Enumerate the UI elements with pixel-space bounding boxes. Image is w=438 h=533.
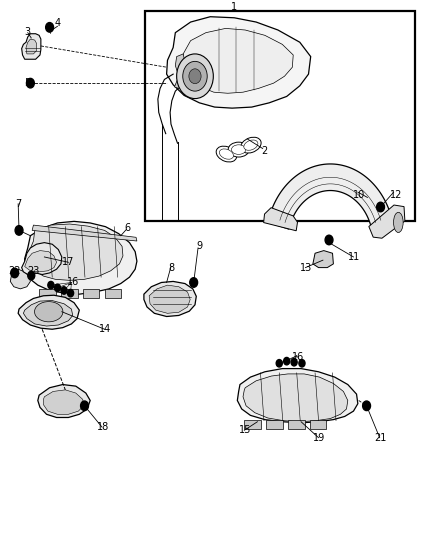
Text: 22: 22 bbox=[8, 266, 21, 276]
Polygon shape bbox=[26, 39, 36, 54]
Circle shape bbox=[276, 360, 283, 367]
Bar bbox=[83, 289, 99, 298]
Polygon shape bbox=[369, 205, 405, 238]
Circle shape bbox=[299, 360, 305, 367]
Ellipse shape bbox=[240, 137, 261, 153]
Text: 21: 21 bbox=[374, 433, 387, 443]
Circle shape bbox=[54, 284, 60, 292]
Circle shape bbox=[284, 358, 290, 365]
Text: 16: 16 bbox=[67, 278, 79, 287]
Polygon shape bbox=[149, 285, 190, 313]
Polygon shape bbox=[264, 208, 297, 231]
Circle shape bbox=[81, 401, 88, 410]
Polygon shape bbox=[18, 295, 79, 329]
Bar bbox=[244, 420, 261, 429]
Circle shape bbox=[48, 281, 54, 289]
Polygon shape bbox=[43, 390, 84, 414]
Circle shape bbox=[189, 69, 201, 84]
Polygon shape bbox=[38, 384, 90, 417]
Text: 1: 1 bbox=[231, 2, 237, 12]
Polygon shape bbox=[313, 251, 333, 268]
Text: 23: 23 bbox=[27, 266, 39, 276]
Polygon shape bbox=[268, 164, 393, 229]
Polygon shape bbox=[144, 281, 196, 317]
Polygon shape bbox=[237, 369, 358, 423]
Circle shape bbox=[67, 289, 74, 297]
Polygon shape bbox=[174, 54, 185, 88]
Text: 8: 8 bbox=[168, 263, 174, 273]
Text: 5: 5 bbox=[24, 78, 30, 88]
Polygon shape bbox=[23, 301, 73, 326]
Text: 6: 6 bbox=[124, 223, 131, 233]
Polygon shape bbox=[25, 221, 137, 294]
Polygon shape bbox=[21, 243, 62, 274]
Text: 19: 19 bbox=[313, 433, 325, 443]
Bar bbox=[39, 289, 56, 298]
Text: 17: 17 bbox=[62, 257, 74, 267]
Polygon shape bbox=[29, 224, 123, 280]
Bar bbox=[61, 289, 78, 298]
Text: 18: 18 bbox=[97, 422, 110, 432]
Circle shape bbox=[325, 235, 333, 245]
Bar bbox=[288, 420, 304, 429]
Circle shape bbox=[11, 268, 18, 278]
Ellipse shape bbox=[35, 302, 63, 322]
Ellipse shape bbox=[216, 146, 237, 162]
Text: 3: 3 bbox=[24, 27, 30, 37]
Text: 12: 12 bbox=[390, 190, 402, 200]
Bar bbox=[105, 289, 121, 298]
Ellipse shape bbox=[228, 142, 249, 157]
Ellipse shape bbox=[244, 140, 258, 150]
Circle shape bbox=[183, 61, 207, 91]
Circle shape bbox=[190, 278, 198, 287]
Bar bbox=[266, 420, 283, 429]
Text: 15: 15 bbox=[239, 425, 251, 435]
Ellipse shape bbox=[219, 149, 233, 159]
Circle shape bbox=[291, 359, 297, 366]
Text: 14: 14 bbox=[99, 324, 112, 334]
Polygon shape bbox=[11, 269, 30, 289]
Text: 13: 13 bbox=[300, 263, 312, 272]
Text: 7: 7 bbox=[15, 199, 21, 209]
Polygon shape bbox=[25, 251, 57, 272]
Text: 16: 16 bbox=[291, 352, 304, 362]
Circle shape bbox=[15, 225, 23, 235]
Circle shape bbox=[61, 287, 67, 294]
Polygon shape bbox=[243, 374, 348, 422]
Polygon shape bbox=[166, 17, 311, 108]
Bar bbox=[145, 11, 416, 221]
Polygon shape bbox=[32, 225, 137, 241]
Circle shape bbox=[28, 271, 35, 280]
Ellipse shape bbox=[393, 212, 403, 232]
Circle shape bbox=[377, 202, 385, 212]
Text: 10: 10 bbox=[353, 190, 365, 200]
Text: 11: 11 bbox=[348, 252, 360, 262]
Text: 9: 9 bbox=[196, 241, 202, 252]
Ellipse shape bbox=[231, 145, 246, 155]
Circle shape bbox=[26, 78, 34, 88]
Bar bbox=[310, 420, 326, 429]
Circle shape bbox=[363, 401, 371, 410]
Polygon shape bbox=[21, 34, 41, 59]
Text: 2: 2 bbox=[262, 146, 268, 156]
Polygon shape bbox=[182, 28, 293, 93]
Text: 4: 4 bbox=[54, 18, 60, 28]
Circle shape bbox=[46, 22, 53, 32]
Circle shape bbox=[177, 54, 213, 99]
